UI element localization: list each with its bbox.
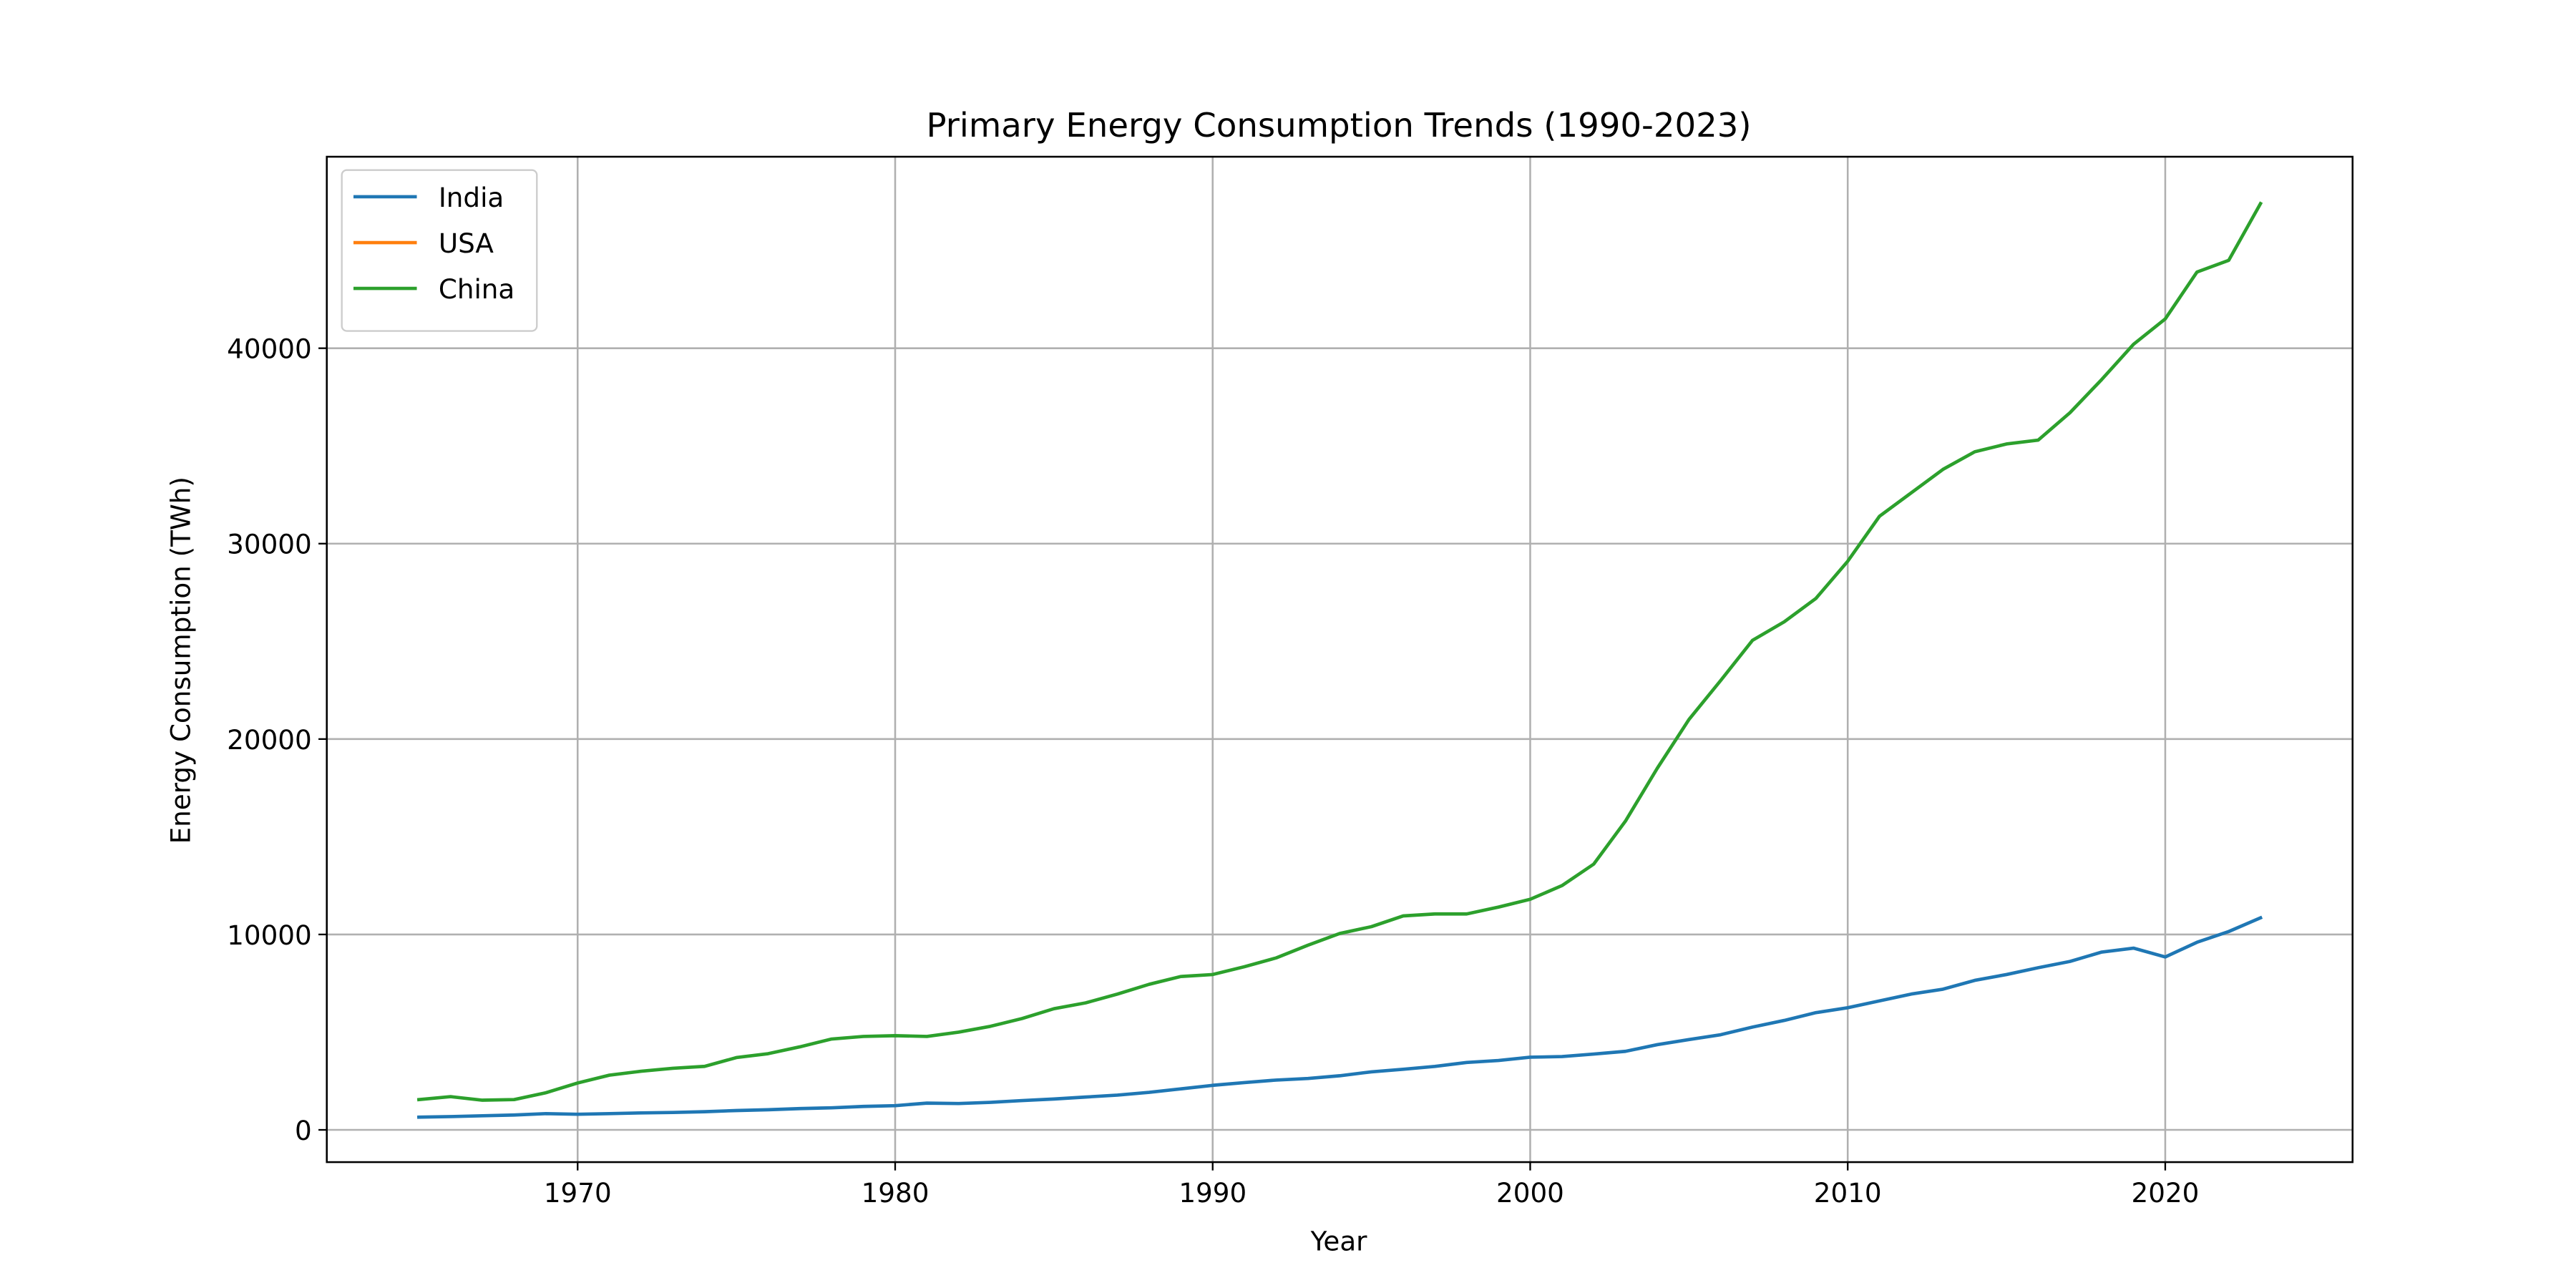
y-tick-label: 10000 (227, 919, 312, 951)
x-tick-label: 2010 (1814, 1177, 1882, 1209)
chart-title: Primary Energy Consumption Trends (1990-… (926, 106, 1751, 145)
x-tick-label: 2020 (2132, 1177, 2200, 1209)
legend-label: USA (439, 228, 494, 259)
x-tick-label: 2000 (1496, 1177, 1564, 1209)
y-tick-label: 40000 (227, 333, 312, 365)
axes-frame (326, 155, 2354, 1163)
y-axis-label: Energy Consumption (TWh) (165, 477, 197, 844)
legend-box (341, 169, 538, 332)
y-tick-label: 0 (295, 1115, 312, 1146)
x-axis-label: Year (1310, 1226, 1368, 1257)
legend-label: India (439, 182, 504, 213)
x-tick-label: 1970 (544, 1177, 612, 1209)
legend: India USA China (341, 169, 538, 332)
legend-label: China (439, 273, 514, 305)
y-tick-label: 20000 (227, 724, 312, 756)
series-line (416, 201, 2263, 1102)
x-tick-label: 1980 (862, 1177, 930, 1209)
x-tick-label: 1990 (1179, 1177, 1246, 1209)
series-line (417, 915, 2263, 1119)
y-tick-label: 30000 (227, 529, 312, 560)
